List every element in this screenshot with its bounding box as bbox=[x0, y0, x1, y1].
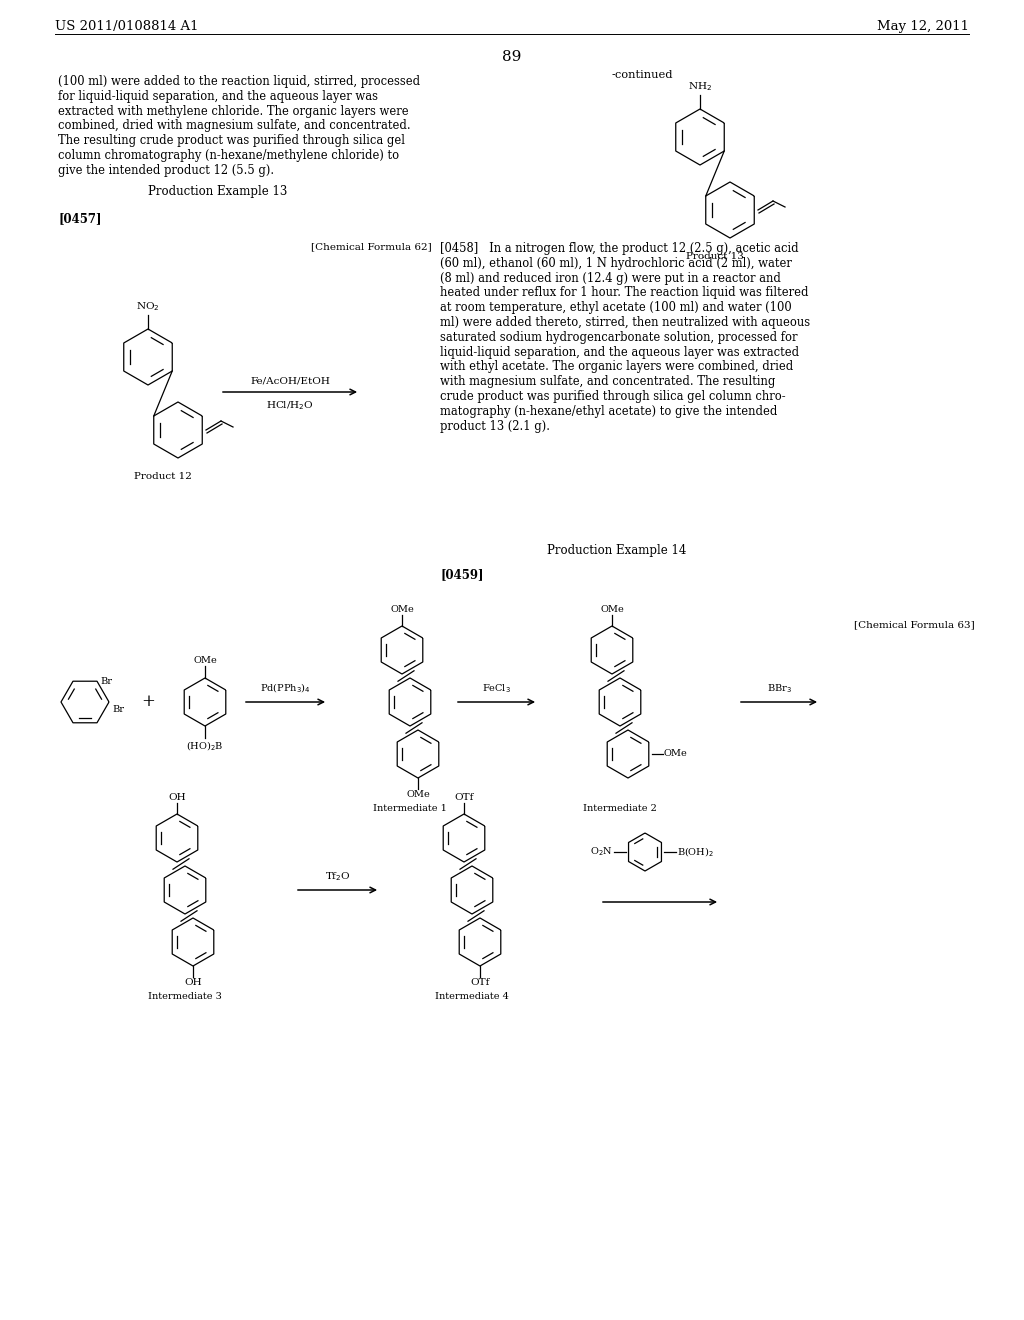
Text: HCl/H$_2$O: HCl/H$_2$O bbox=[266, 399, 314, 412]
Text: extracted with methylene chloride. The organic layers were: extracted with methylene chloride. The o… bbox=[58, 104, 409, 117]
Text: OMe: OMe bbox=[664, 750, 688, 759]
Text: [Chemical Formula 62]: [Chemical Formula 62] bbox=[311, 242, 432, 251]
Text: [0457]: [0457] bbox=[58, 213, 101, 224]
Text: OMe: OMe bbox=[194, 656, 217, 665]
Text: OTf: OTf bbox=[455, 793, 474, 803]
Text: Intermediate 1: Intermediate 1 bbox=[373, 804, 446, 813]
Text: Br: Br bbox=[112, 705, 124, 714]
Text: ml) were added thereto, stirred, then neutralized with aqueous: ml) were added thereto, stirred, then ne… bbox=[440, 315, 810, 329]
Text: NH$_2$: NH$_2$ bbox=[688, 81, 712, 92]
Text: Br: Br bbox=[100, 677, 112, 685]
Text: OMe: OMe bbox=[390, 605, 414, 614]
Text: saturated sodium hydrogencarbonate solution, processed for: saturated sodium hydrogencarbonate solut… bbox=[440, 331, 798, 343]
Text: Pd(PPh$_3$)$_4$: Pd(PPh$_3$)$_4$ bbox=[260, 681, 311, 696]
Text: US 2011/0108814 A1: US 2011/0108814 A1 bbox=[55, 20, 199, 33]
Text: with ethyl acetate. The organic layers were combined, dried: with ethyl acetate. The organic layers w… bbox=[440, 360, 794, 374]
Text: [Chemical Formula 63]: [Chemical Formula 63] bbox=[854, 620, 975, 630]
Text: OH: OH bbox=[168, 793, 185, 803]
Text: [0459]: [0459] bbox=[440, 568, 483, 581]
Text: -continued: -continued bbox=[612, 70, 674, 81]
Text: Product 12: Product 12 bbox=[134, 473, 191, 480]
Text: at room temperature, ethyl acetate (100 ml) and water (100: at room temperature, ethyl acetate (100 … bbox=[440, 301, 792, 314]
Text: (100 ml) were added to the reaction liquid, stirred, processed: (100 ml) were added to the reaction liqu… bbox=[58, 75, 420, 88]
Text: +: + bbox=[141, 693, 155, 710]
Text: column chromatography (n-hexane/methylene chloride) to: column chromatography (n-hexane/methylen… bbox=[58, 149, 399, 162]
Text: BBr$_3$: BBr$_3$ bbox=[767, 682, 792, 696]
Text: Production Example 13: Production Example 13 bbox=[148, 185, 288, 198]
Text: The resulting crude product was purified through silica gel: The resulting crude product was purified… bbox=[58, 135, 406, 148]
Text: for liquid-liquid separation, and the aqueous layer was: for liquid-liquid separation, and the aq… bbox=[58, 90, 378, 103]
Text: OMe: OMe bbox=[600, 605, 624, 614]
Text: May 12, 2011: May 12, 2011 bbox=[877, 20, 969, 33]
Text: O$_2$N: O$_2$N bbox=[590, 846, 613, 858]
Text: OH: OH bbox=[184, 978, 202, 987]
Text: combined, dried with magnesium sulfate, and concentrated.: combined, dried with magnesium sulfate, … bbox=[58, 119, 411, 132]
Text: B(OH)$_2$: B(OH)$_2$ bbox=[677, 845, 714, 859]
Text: give the intended product 12 (5.5 g).: give the intended product 12 (5.5 g). bbox=[58, 164, 274, 177]
Text: Intermediate 2: Intermediate 2 bbox=[583, 804, 657, 813]
Text: heated under reflux for 1 hour. The reaction liquid was filtered: heated under reflux for 1 hour. The reac… bbox=[440, 286, 809, 300]
Text: (8 ml) and reduced iron (12.4 g) were put in a reactor and: (8 ml) and reduced iron (12.4 g) were pu… bbox=[440, 272, 781, 285]
Text: Product 13: Product 13 bbox=[686, 252, 744, 261]
Text: [0458]   In a nitrogen flow, the product 12 (2.5 g), acetic acid: [0458] In a nitrogen flow, the product 1… bbox=[440, 242, 799, 255]
Text: product 13 (2.1 g).: product 13 (2.1 g). bbox=[440, 420, 550, 433]
Text: Tf$_2$O: Tf$_2$O bbox=[325, 870, 350, 883]
Text: Intermediate 3: Intermediate 3 bbox=[148, 993, 222, 1001]
Text: OMe: OMe bbox=[407, 789, 430, 799]
Text: 89: 89 bbox=[503, 50, 521, 63]
Text: Production Example 14: Production Example 14 bbox=[547, 544, 687, 557]
Text: NO$_2$: NO$_2$ bbox=[136, 300, 160, 313]
Text: liquid-liquid separation, and the aqueous layer was extracted: liquid-liquid separation, and the aqueou… bbox=[440, 346, 799, 359]
Text: Intermediate 4: Intermediate 4 bbox=[435, 993, 509, 1001]
Text: OTf: OTf bbox=[470, 978, 489, 987]
Text: crude product was purified through silica gel column chro-: crude product was purified through silic… bbox=[440, 389, 785, 403]
Text: Fe/AcOH/EtOH: Fe/AcOH/EtOH bbox=[250, 376, 330, 385]
Text: with magnesium sulfate, and concentrated. The resulting: with magnesium sulfate, and concentrated… bbox=[440, 375, 775, 388]
Text: (60 ml), ethanol (60 ml), 1 N hydrochloric acid (2 ml), water: (60 ml), ethanol (60 ml), 1 N hydrochlor… bbox=[440, 257, 792, 269]
Text: matography (n-hexane/ethyl acetate) to give the intended: matography (n-hexane/ethyl acetate) to g… bbox=[440, 405, 777, 418]
Text: FeCl$_3$: FeCl$_3$ bbox=[482, 682, 511, 696]
Text: (HO)$_2$B: (HO)$_2$B bbox=[186, 739, 223, 752]
